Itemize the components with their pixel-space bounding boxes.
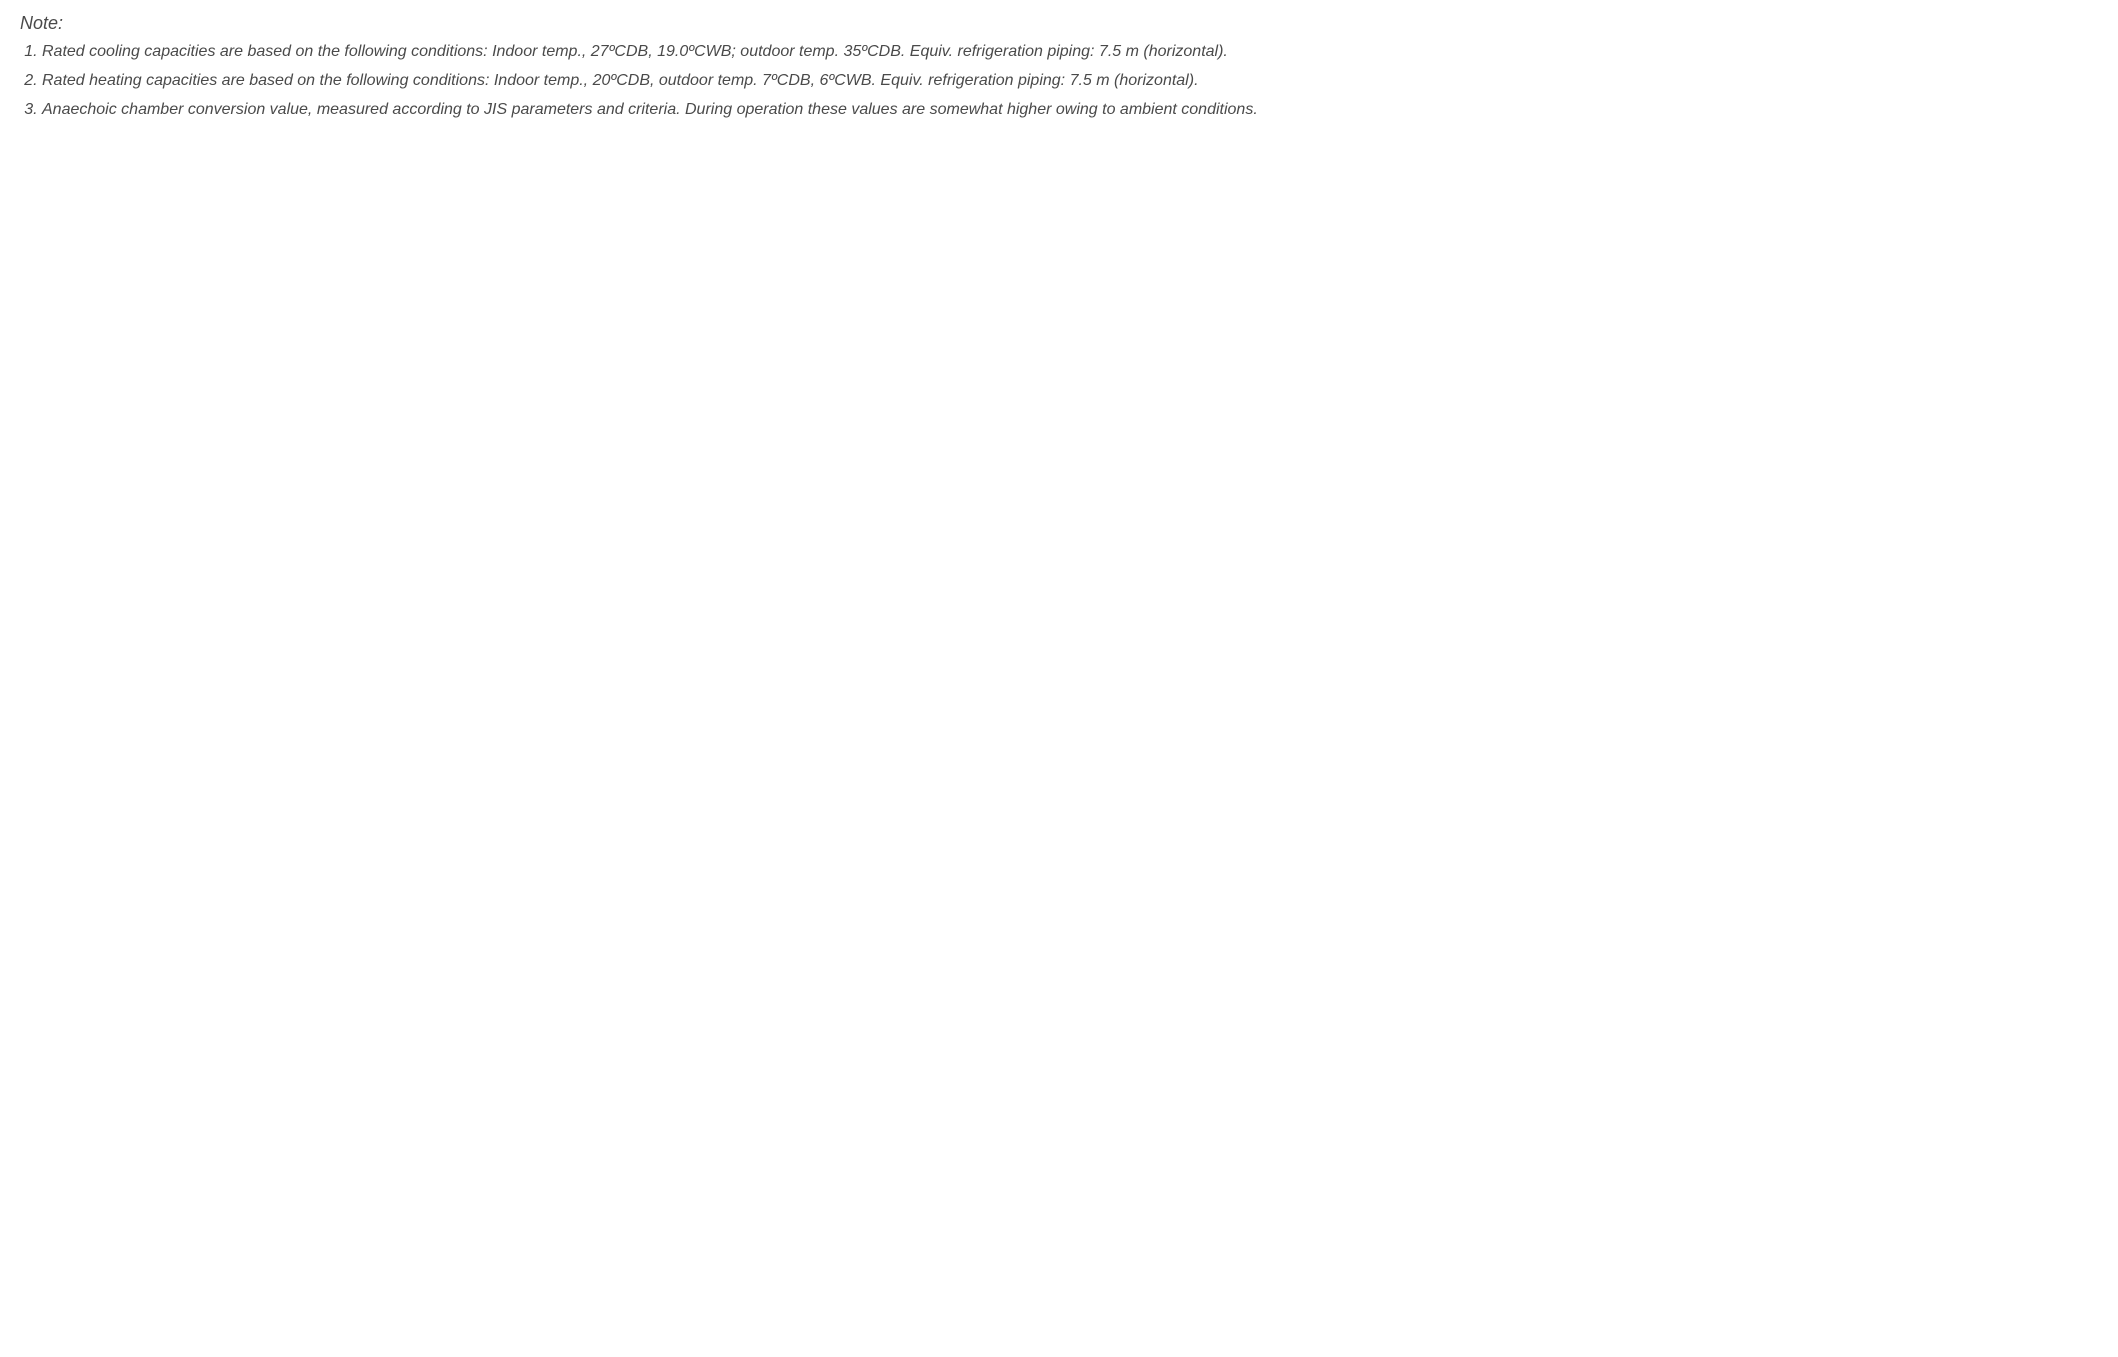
note-1: Rated cooling capacities are based on th…	[42, 40, 1520, 63]
notes-section: Note: Rated cooling capacities are based…	[0, 0, 1540, 138]
spec-table-container-2: Model Name 100 125 140 Indoor unit FCQ10…	[0, 0, 1540, 138]
notes-title: Note:	[20, 10, 1520, 36]
note-2: Rated heating capacities are based on th…	[42, 69, 1520, 92]
note-3: Anaechoic chamber conversion value, meas…	[42, 98, 1520, 121]
